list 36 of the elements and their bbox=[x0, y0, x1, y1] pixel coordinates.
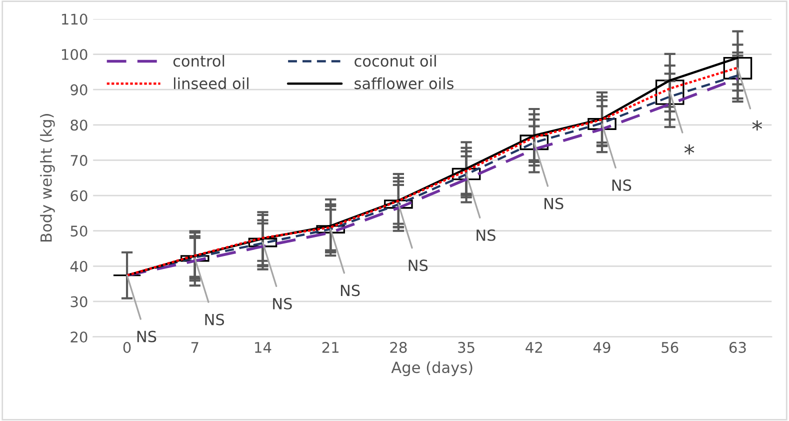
x-tick-label: 28 bbox=[390, 342, 407, 353]
legend-label: safflower oils bbox=[354, 77, 454, 90]
y-tick-label: 80 bbox=[70, 120, 88, 131]
x-tick-label: 35 bbox=[458, 342, 474, 353]
annotation: * bbox=[684, 144, 694, 155]
y-axis-title: Body weight (kg) bbox=[40, 114, 55, 242]
x-tick-label: 14 bbox=[255, 342, 272, 353]
x-axis-title: Age (days) bbox=[391, 361, 472, 376]
x-tick-label: 49 bbox=[593, 342, 610, 353]
annotation: NS bbox=[340, 284, 360, 296]
y-tick-label: 60 bbox=[70, 190, 88, 202]
x-tick-label: 63 bbox=[729, 342, 746, 353]
annotation: NS bbox=[137, 330, 156, 342]
legend-label: linseed oil bbox=[174, 77, 248, 90]
x-tick-label: 0 bbox=[123, 342, 131, 353]
y-tick-label: 70 bbox=[70, 154, 88, 166]
y-tick-label: 20 bbox=[70, 332, 88, 343]
y-tick-label: 110 bbox=[62, 14, 88, 25]
y-tick-label: 40 bbox=[70, 260, 88, 272]
annotation: NS bbox=[612, 179, 632, 191]
y-tick-label: 90 bbox=[70, 84, 88, 96]
y-tick-label: 50 bbox=[70, 226, 88, 237]
annotation: * bbox=[752, 120, 762, 130]
x-tick-label: 21 bbox=[322, 342, 339, 353]
annotation: NS bbox=[544, 198, 564, 210]
annotation: NS bbox=[476, 229, 496, 241]
annotation: NS bbox=[408, 260, 428, 272]
x-tick-label: 7 bbox=[191, 342, 198, 353]
x-tick-label: 42 bbox=[526, 342, 542, 353]
legend-label: control bbox=[173, 54, 224, 67]
annotation: NS bbox=[205, 314, 224, 326]
x-tick-label: 56 bbox=[662, 342, 678, 353]
y-tick-label: 100 bbox=[62, 48, 88, 60]
y-tick-label: 30 bbox=[70, 296, 88, 308]
legend-label: coconut oil bbox=[354, 54, 436, 67]
annotation: NS bbox=[273, 298, 292, 310]
